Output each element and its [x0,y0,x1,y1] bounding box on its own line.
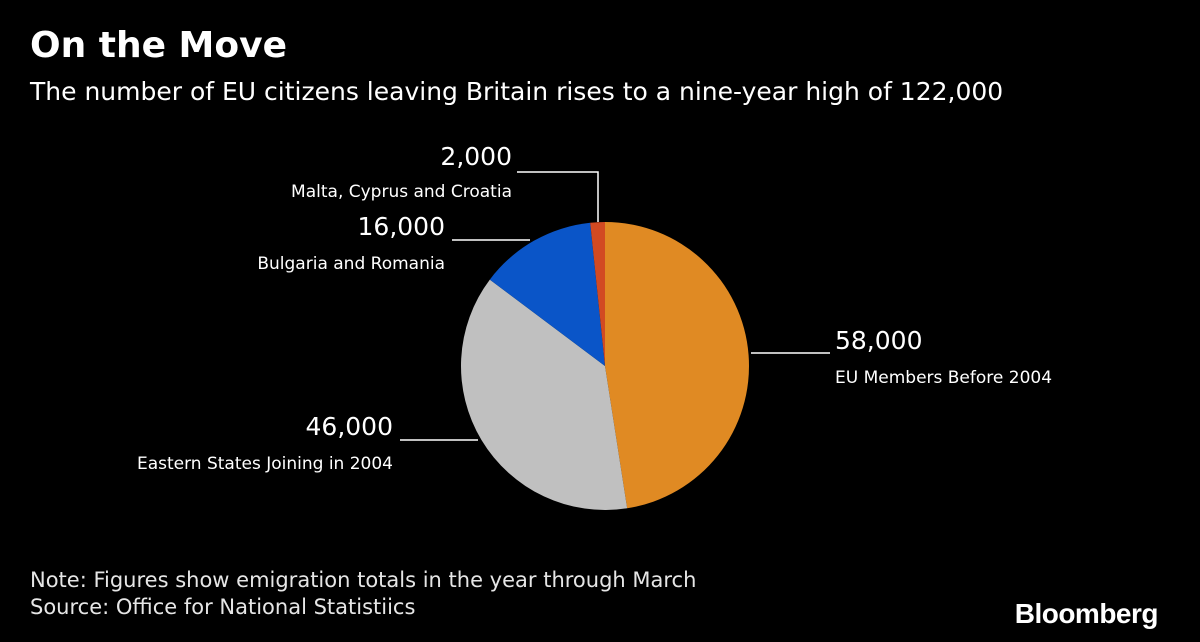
category-label-bulgaria-and-romania: Bulgaria and Romania [257,254,445,274]
category-label-eastern-states-joining-in-2004: Eastern States Joining in 2004 [137,454,393,474]
value-label-eu-members-before-2004: 58,000 [835,326,922,355]
pie-slice-eu-members-before-2004 [605,222,750,509]
value-label-bulgaria-and-romania: 16,000 [358,212,445,241]
leader-line-malta-cyprus-and-croatia [517,171,599,222]
pie-slice-malta-cyprus-and-croatia [590,222,605,366]
value-label-eastern-states-joining-in-2004: 46,000 [306,412,393,441]
category-label-malta-cyprus-and-croatia: Malta, Cyprus and Croatia [291,182,512,202]
bloomberg-logo: Bloomberg [1014,598,1159,629]
category-label-eu-members-before-2004: EU Members Before 2004 [835,368,1052,388]
slice-labels: 58,000 EU Members Before 2004 46,000 Easter… [137,142,1052,474]
pie-slice-eastern-states-joining-in-2004 [461,279,628,511]
chart-source: Source: Office for National Statistiics [30,595,416,619]
value-label-malta-cyprus-and-croatia: 2,000 [440,142,512,171]
pie-slices [461,222,750,511]
pie-slice-bulgaria-and-romania [489,222,605,366]
chart-title: On the Move [30,25,287,66]
chart-subtitle: The number of EU citizens leaving Britai… [30,77,1004,106]
chart-note: Note: Figures show emigration totals in … [30,568,697,592]
